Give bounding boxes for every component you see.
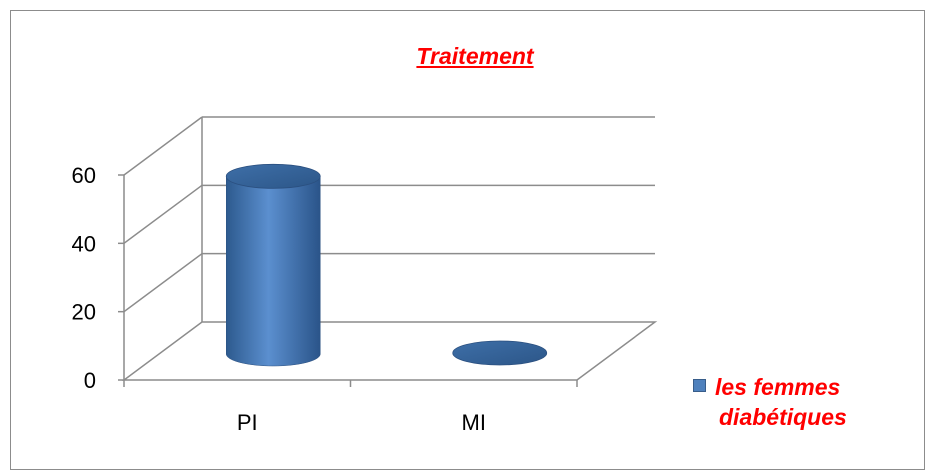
y-axis-tick-labels: 0 20 40 60 [72, 163, 96, 393]
bar-top [452, 340, 548, 366]
y-tick-label: 0 [84, 368, 96, 393]
x-tick-label: PI [237, 410, 258, 435]
y-tick-label: 60 [72, 163, 96, 188]
bar-MI [452, 340, 548, 366]
bar-PI [225, 163, 321, 367]
chart-bars [225, 163, 548, 367]
y-tick-label: 20 [72, 300, 96, 325]
legend-swatch [693, 379, 706, 392]
legend-label: les femmes diabétiques [715, 372, 905, 432]
y-tick-label: 40 [72, 231, 96, 256]
side-gridline [123, 253, 203, 313]
side-gridline [123, 116, 203, 176]
legend-label-line-2: diabétiques [719, 404, 847, 430]
chart-floor [121, 321, 658, 381]
x-tick-label: MI [462, 410, 486, 435]
chart-title: Traitement [416, 43, 534, 69]
bar-body [226, 176, 321, 367]
legend-label-line-1: les femmes [715, 374, 841, 400]
bar-top [225, 163, 321, 189]
chart-plot: 0 20 40 60 PI MI [72, 116, 658, 435]
chart-walls [118, 116, 658, 387]
x-axis-category-labels: PI MI [237, 410, 486, 435]
side-gridline [123, 184, 203, 244]
